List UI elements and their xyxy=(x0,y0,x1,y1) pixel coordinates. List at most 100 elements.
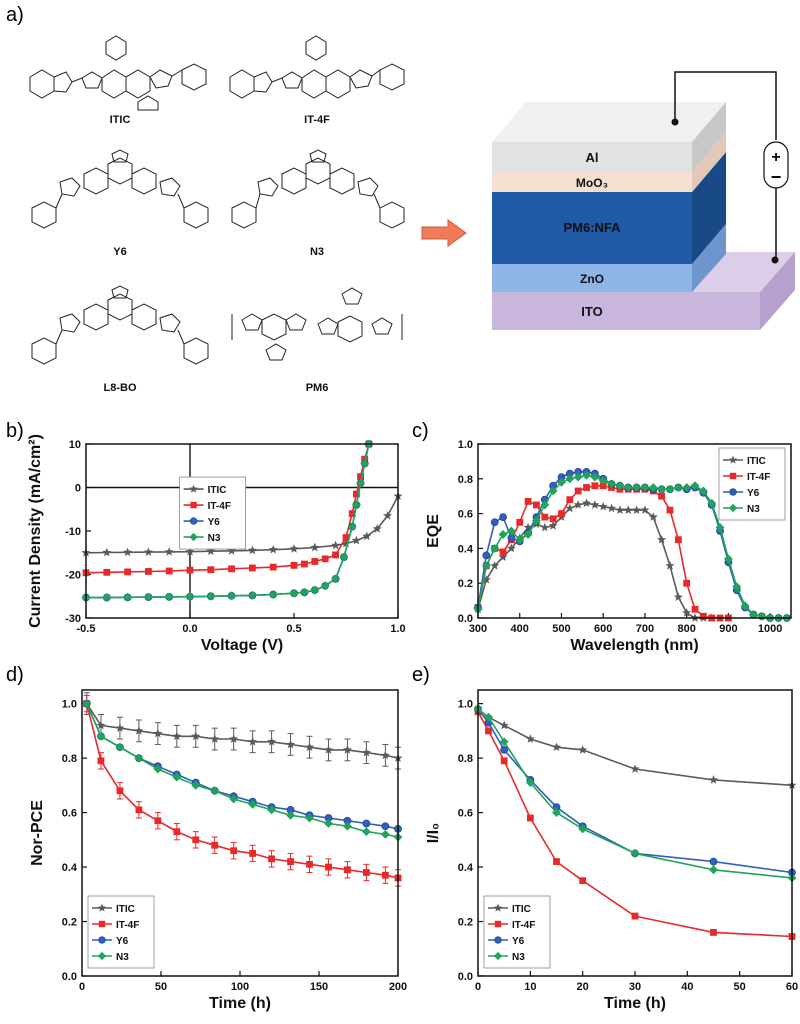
plot-frame xyxy=(81,689,399,977)
data-point xyxy=(145,568,152,575)
data-point xyxy=(301,560,308,568)
legend-marker xyxy=(189,517,198,525)
data-point xyxy=(361,747,371,757)
y-tick-label: 0.6 xyxy=(62,808,77,820)
legend-marker xyxy=(98,920,106,928)
data-point xyxy=(552,808,561,817)
data-point xyxy=(579,877,587,885)
series-line xyxy=(478,708,792,874)
data-point xyxy=(506,543,516,553)
chart-stability: 0 10 20 30 40 50 60 0.0 0.2 0.4 0.6 0.8 1.0 Time (h) I… xyxy=(425,689,798,1012)
series-it-4f xyxy=(83,694,402,887)
data-point xyxy=(524,498,532,505)
l8-bo-structure-drawing xyxy=(31,285,209,365)
x-tick-label: 800 xyxy=(677,623,695,635)
x-tick-label: 50 xyxy=(155,981,167,993)
y-axis-label: EQE xyxy=(425,514,442,548)
data-point xyxy=(165,567,173,575)
data-point xyxy=(134,753,144,763)
data-point xyxy=(566,496,574,504)
chart-nor-pce: 0 50 100 150 200 0.0 0.2 0.4 0.6 0.8 1.0 Time (h) No… xyxy=(29,689,407,1012)
series-n3 xyxy=(82,699,403,842)
data-point xyxy=(342,745,352,754)
data-point xyxy=(533,501,540,509)
data-point xyxy=(173,828,181,836)
legend-label: ITIC xyxy=(747,456,766,467)
legend-label: ITIC xyxy=(208,485,227,496)
data-point xyxy=(707,498,717,508)
y-tick-label: -20 xyxy=(65,570,81,582)
chart-e-group: 0 10 20 30 40 50 60 0.0 0.2 0.4 0.6 0.8 1.0 Time (h) I… xyxy=(425,689,798,1012)
data-point xyxy=(631,912,639,920)
data-point xyxy=(211,841,219,849)
data-point xyxy=(164,592,174,602)
y-tick-label: 0.4 xyxy=(458,543,474,555)
data-point xyxy=(599,482,607,490)
y-tick-label: 10 xyxy=(69,439,81,451)
legend-label: N3 xyxy=(747,504,760,515)
x-tick-label: 0.5 xyxy=(286,623,301,635)
molecule-itic: ITIC xyxy=(20,22,220,126)
data-point xyxy=(500,757,508,765)
legend-label: Y6 xyxy=(512,936,525,947)
x-tick-label: 0.0 xyxy=(182,623,197,635)
data-point xyxy=(523,522,533,532)
data-point xyxy=(249,850,257,857)
y-tick-label: 1.0 xyxy=(458,699,473,711)
panel-letter-b: b) xyxy=(6,420,24,442)
legend-marker xyxy=(494,936,502,944)
data-point xyxy=(623,505,633,514)
chart-b-group: -0.5 0.0 0.5 1.0 -30 -20 -10 0 10 Voltage (V) Curr… xyxy=(27,434,406,654)
chart-jv: -0.5 0.0 0.5 1.0 -30 -20 -10 0 10 Voltage (V) Curr… xyxy=(27,434,406,654)
data-point xyxy=(640,505,650,514)
data-point xyxy=(356,478,365,488)
data-point xyxy=(361,827,371,837)
data-point xyxy=(499,720,509,730)
n3-structure-drawing xyxy=(231,149,405,229)
data-point xyxy=(553,858,560,865)
data-point xyxy=(115,723,125,732)
y-tick-label: -30 xyxy=(65,613,81,625)
y-tick-label: 0.0 xyxy=(62,971,77,983)
data-point xyxy=(186,566,194,574)
data-point xyxy=(715,523,725,532)
data-point xyxy=(135,806,143,814)
data-point xyxy=(331,574,341,584)
data-point xyxy=(123,547,133,557)
x-axis-label: Voltage (V) xyxy=(201,637,283,654)
data-point xyxy=(658,492,666,500)
legend-marker xyxy=(98,936,106,944)
data-point xyxy=(623,483,633,492)
legend: ITIC IT-4F Y6 N3 xyxy=(87,895,155,969)
data-point xyxy=(357,473,364,481)
data-point xyxy=(673,592,683,601)
molecule-name: Y6 xyxy=(113,246,127,258)
data-point xyxy=(268,544,278,554)
itic-structure-drawing xyxy=(29,35,207,111)
data-point xyxy=(665,484,675,494)
x-tick-label: 0 xyxy=(79,981,85,993)
x-tick-label: 200 xyxy=(389,981,407,993)
data-point xyxy=(499,513,507,521)
data-point xyxy=(268,590,278,599)
legend-label: IT-4F xyxy=(747,472,770,483)
data-point xyxy=(490,561,500,570)
data-point xyxy=(164,547,174,556)
y-tick-label: 0.2 xyxy=(458,578,473,590)
data-point xyxy=(227,546,237,555)
data-point xyxy=(607,503,617,513)
data-point xyxy=(683,579,691,587)
data-point xyxy=(657,484,667,494)
data-point xyxy=(648,483,658,492)
legend-label: IT-4F xyxy=(512,920,535,931)
data-point xyxy=(583,484,590,491)
data-point xyxy=(347,522,357,532)
data-point xyxy=(490,518,499,527)
molecule-y6: Y6 xyxy=(20,148,220,258)
data-point xyxy=(96,720,106,730)
molecule-name: PM6 xyxy=(305,382,329,394)
data-point xyxy=(507,534,516,542)
data-point xyxy=(360,459,370,468)
data-point xyxy=(682,608,692,617)
molecule-l8-bo: L8-BO xyxy=(20,284,220,394)
